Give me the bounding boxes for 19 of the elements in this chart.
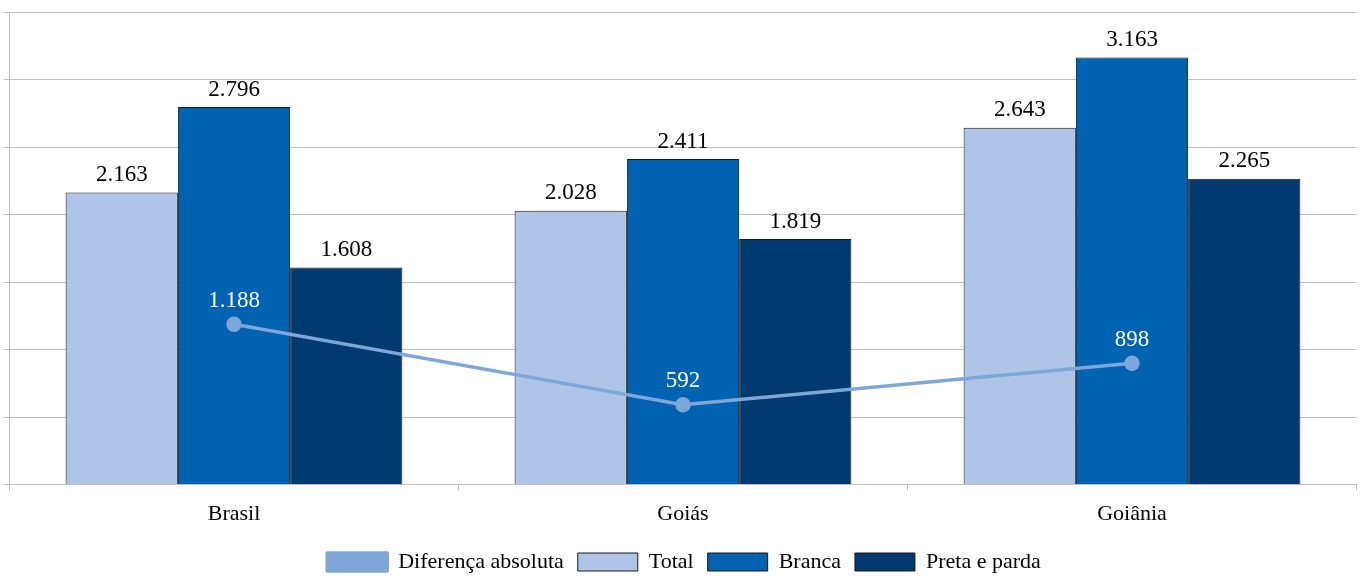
data-label: 2.163 bbox=[95, 161, 148, 187]
data-label: 2.265 bbox=[1218, 147, 1271, 173]
data-label: 1.608 bbox=[320, 236, 373, 262]
x-tick-label: Goiânia bbox=[1097, 499, 1168, 525]
data-label: 1.819 bbox=[769, 207, 822, 233]
x-tick-label: Goiás bbox=[657, 499, 709, 525]
legend-label: Preta e parda bbox=[925, 547, 1041, 573]
legend-label: Diferença absoluta bbox=[398, 547, 564, 573]
x-tick-label: Brasil bbox=[207, 499, 261, 525]
data-label: 3.163 bbox=[1106, 26, 1158, 52]
legend-label: Branca bbox=[778, 547, 842, 573]
data-label: 2.411 bbox=[657, 127, 709, 153]
data-label: 1.188 bbox=[208, 286, 260, 312]
legend-label: Total bbox=[648, 547, 694, 573]
data-label: 592 bbox=[665, 367, 701, 393]
data-label: 2.028 bbox=[544, 179, 597, 205]
data-label: 2.643 bbox=[993, 96, 1046, 122]
data-label: 898 bbox=[1114, 325, 1150, 351]
data-label: 2.796 bbox=[208, 75, 260, 101]
